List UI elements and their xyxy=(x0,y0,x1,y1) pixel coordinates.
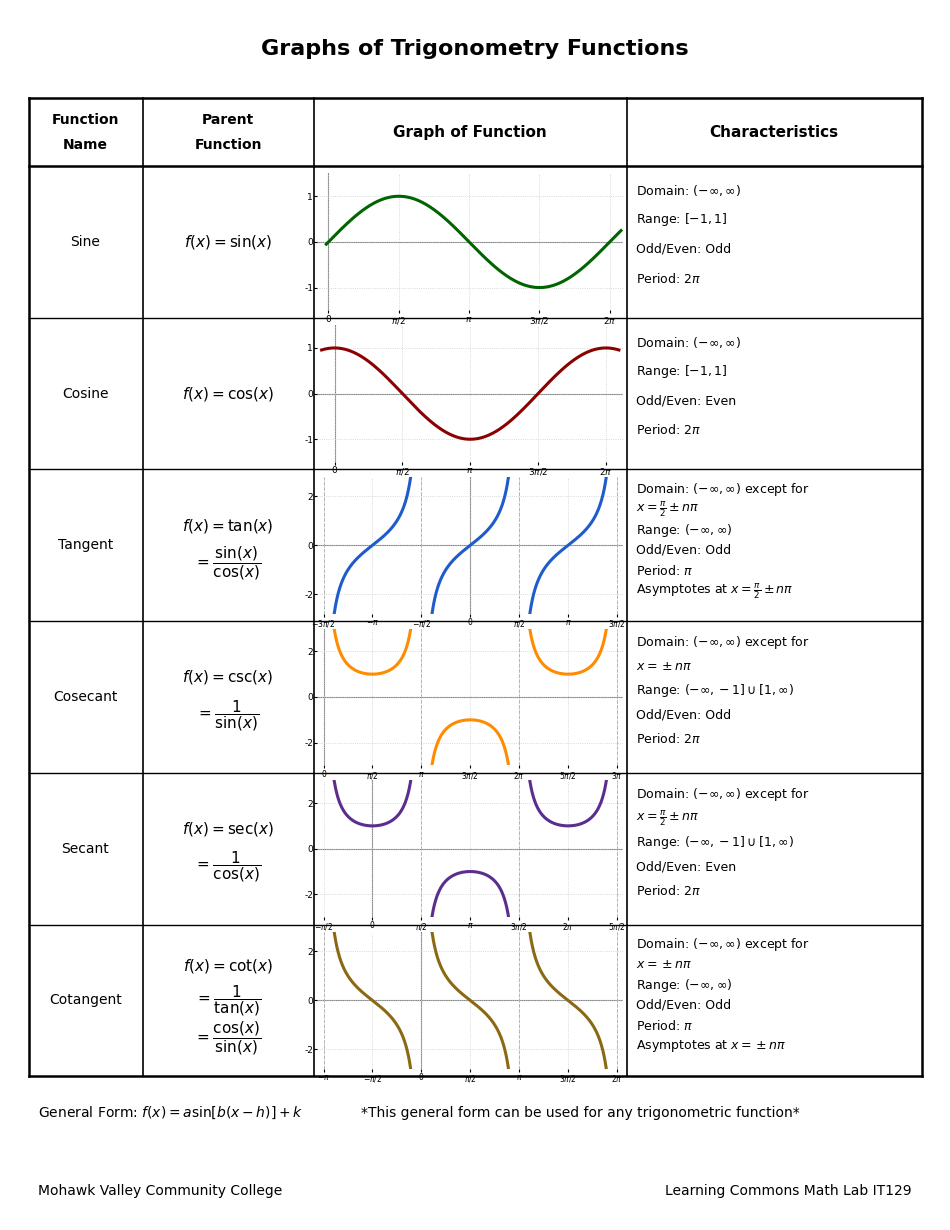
Text: $f(x) = \cos(x)$: $f(x) = \cos(x)$ xyxy=(181,385,275,402)
Text: $x = \frac{\pi}{2} \pm n\pi$: $x = \frac{\pi}{2} \pm n\pi$ xyxy=(636,501,699,519)
Text: Domain: $(-\infty, \infty)$: Domain: $(-\infty, \infty)$ xyxy=(636,335,742,349)
Text: Graphs of Trigonometry Functions: Graphs of Trigonometry Functions xyxy=(261,39,689,59)
Text: Domain: $(-\infty, \infty)$ except for: Domain: $(-\infty, \infty)$ except for xyxy=(636,936,810,953)
Text: $f(x) = \cot(x)$: $f(x) = \cot(x)$ xyxy=(182,957,274,974)
Text: Odd/Even: Odd: Odd/Even: Odd xyxy=(636,242,732,256)
Text: Odd/Even: Odd: Odd/Even: Odd xyxy=(636,708,732,722)
Text: $= \dfrac{\sin(x)}{\cos(x)}$: $= \dfrac{\sin(x)}{\cos(x)}$ xyxy=(195,545,261,582)
Text: Secant: Secant xyxy=(62,841,109,856)
Text: Domain: $(-\infty, \infty)$ except for: Domain: $(-\infty, \infty)$ except for xyxy=(636,481,810,498)
Text: $= \dfrac{1}{\sin(x)}$: $= \dfrac{1}{\sin(x)}$ xyxy=(197,697,259,733)
Text: Cosecant: Cosecant xyxy=(53,690,118,704)
Text: Graph of Function: Graph of Function xyxy=(393,124,547,140)
Text: Name: Name xyxy=(63,138,108,151)
Text: $f(x) = \sin(x)$: $f(x) = \sin(x)$ xyxy=(183,232,273,251)
Text: Domain: $(-\infty, \infty)$: Domain: $(-\infty, \infty)$ xyxy=(636,183,742,198)
Text: Sine: Sine xyxy=(70,235,101,248)
Text: Odd/Even: Even: Odd/Even: Even xyxy=(636,860,736,873)
Text: $x = \frac{\pi}{2} \pm n\pi$: $x = \frac{\pi}{2} \pm n\pi$ xyxy=(636,809,699,828)
Text: $= \dfrac{1}{\cos(x)}$: $= \dfrac{1}{\cos(x)}$ xyxy=(195,850,261,884)
Text: Cotangent: Cotangent xyxy=(49,994,122,1007)
Text: Function: Function xyxy=(194,138,262,151)
Text: Domain: $(-\infty, \infty)$ except for: Domain: $(-\infty, \infty)$ except for xyxy=(636,786,810,803)
Text: Mohawk Valley Community College: Mohawk Valley Community College xyxy=(38,1183,282,1198)
Text: Period: $2\pi$: Period: $2\pi$ xyxy=(636,883,702,898)
Text: Odd/Even: Odd: Odd/Even: Odd xyxy=(636,999,732,1012)
Text: Characteristics: Characteristics xyxy=(710,124,839,140)
Text: $f(x) = \sec(x)$: $f(x) = \sec(x)$ xyxy=(181,820,275,838)
Text: Range: $[-1, 1]$: Range: $[-1, 1]$ xyxy=(636,212,728,229)
Text: Parent: Parent xyxy=(201,113,255,127)
Text: Range: $(-\infty, \infty)$: Range: $(-\infty, \infty)$ xyxy=(636,977,733,994)
Text: Function: Function xyxy=(51,113,120,127)
Text: Domain: $(-\infty, \infty)$ except for: Domain: $(-\infty, \infty)$ except for xyxy=(636,635,810,652)
Text: $= \dfrac{1}{\tan(x)}$: $= \dfrac{1}{\tan(x)}$ xyxy=(195,983,261,1017)
Text: General Form: $f(x) = a\sin[b(x - h)] + k$: General Form: $f(x) = a\sin[b(x - h)] + … xyxy=(38,1105,303,1122)
Text: Asymptotes at $x = \pm n\pi$: Asymptotes at $x = \pm n\pi$ xyxy=(636,1038,787,1054)
Text: Period: $2\pi$: Period: $2\pi$ xyxy=(636,732,702,747)
Text: Cosine: Cosine xyxy=(63,386,108,401)
Text: Asymptotes at $x = \frac{\pi}{2} \pm n\pi$: Asymptotes at $x = \frac{\pi}{2} \pm n\p… xyxy=(636,582,794,600)
Text: $x = \pm n\pi$: $x = \pm n\pi$ xyxy=(636,958,693,972)
Text: Tangent: Tangent xyxy=(58,539,113,552)
Text: Odd/Even: Odd: Odd/Even: Odd xyxy=(636,544,732,557)
Text: Range: $(-\infty, \infty)$: Range: $(-\infty, \infty)$ xyxy=(636,522,733,539)
Text: $x = \pm n\pi$: $x = \pm n\pi$ xyxy=(636,661,693,674)
Text: Range: $(-\infty, -1] \cup [1, \infty)$: Range: $(-\infty, -1] \cup [1, \infty)$ xyxy=(636,683,794,700)
Text: Period: $2\pi$: Period: $2\pi$ xyxy=(636,272,702,285)
Text: Odd/Even: Even: Odd/Even: Even xyxy=(636,395,736,407)
Text: Period: $\pi$: Period: $\pi$ xyxy=(636,563,694,578)
Text: Period: $2\pi$: Period: $2\pi$ xyxy=(636,423,702,438)
Text: $f(x) = \tan(x)$: $f(x) = \tan(x)$ xyxy=(182,517,274,535)
Text: Period: $\pi$: Period: $\pi$ xyxy=(636,1018,694,1033)
Text: $= \dfrac{\cos(x)}{\sin(x)}$: $= \dfrac{\cos(x)}{\sin(x)}$ xyxy=(195,1020,261,1058)
Text: Range: $[-1, 1]$: Range: $[-1, 1]$ xyxy=(636,363,728,380)
Text: *This general form can be used for any trigonometric function*: *This general form can be used for any t… xyxy=(361,1106,800,1121)
Text: Learning Commons Math Lab IT129: Learning Commons Math Lab IT129 xyxy=(665,1183,912,1198)
Text: Range: $(-\infty, -1] \cup [1, \infty)$: Range: $(-\infty, -1] \cup [1, \infty)$ xyxy=(636,834,794,851)
Text: $f(x) = \csc(x)$: $f(x) = \csc(x)$ xyxy=(182,668,274,686)
